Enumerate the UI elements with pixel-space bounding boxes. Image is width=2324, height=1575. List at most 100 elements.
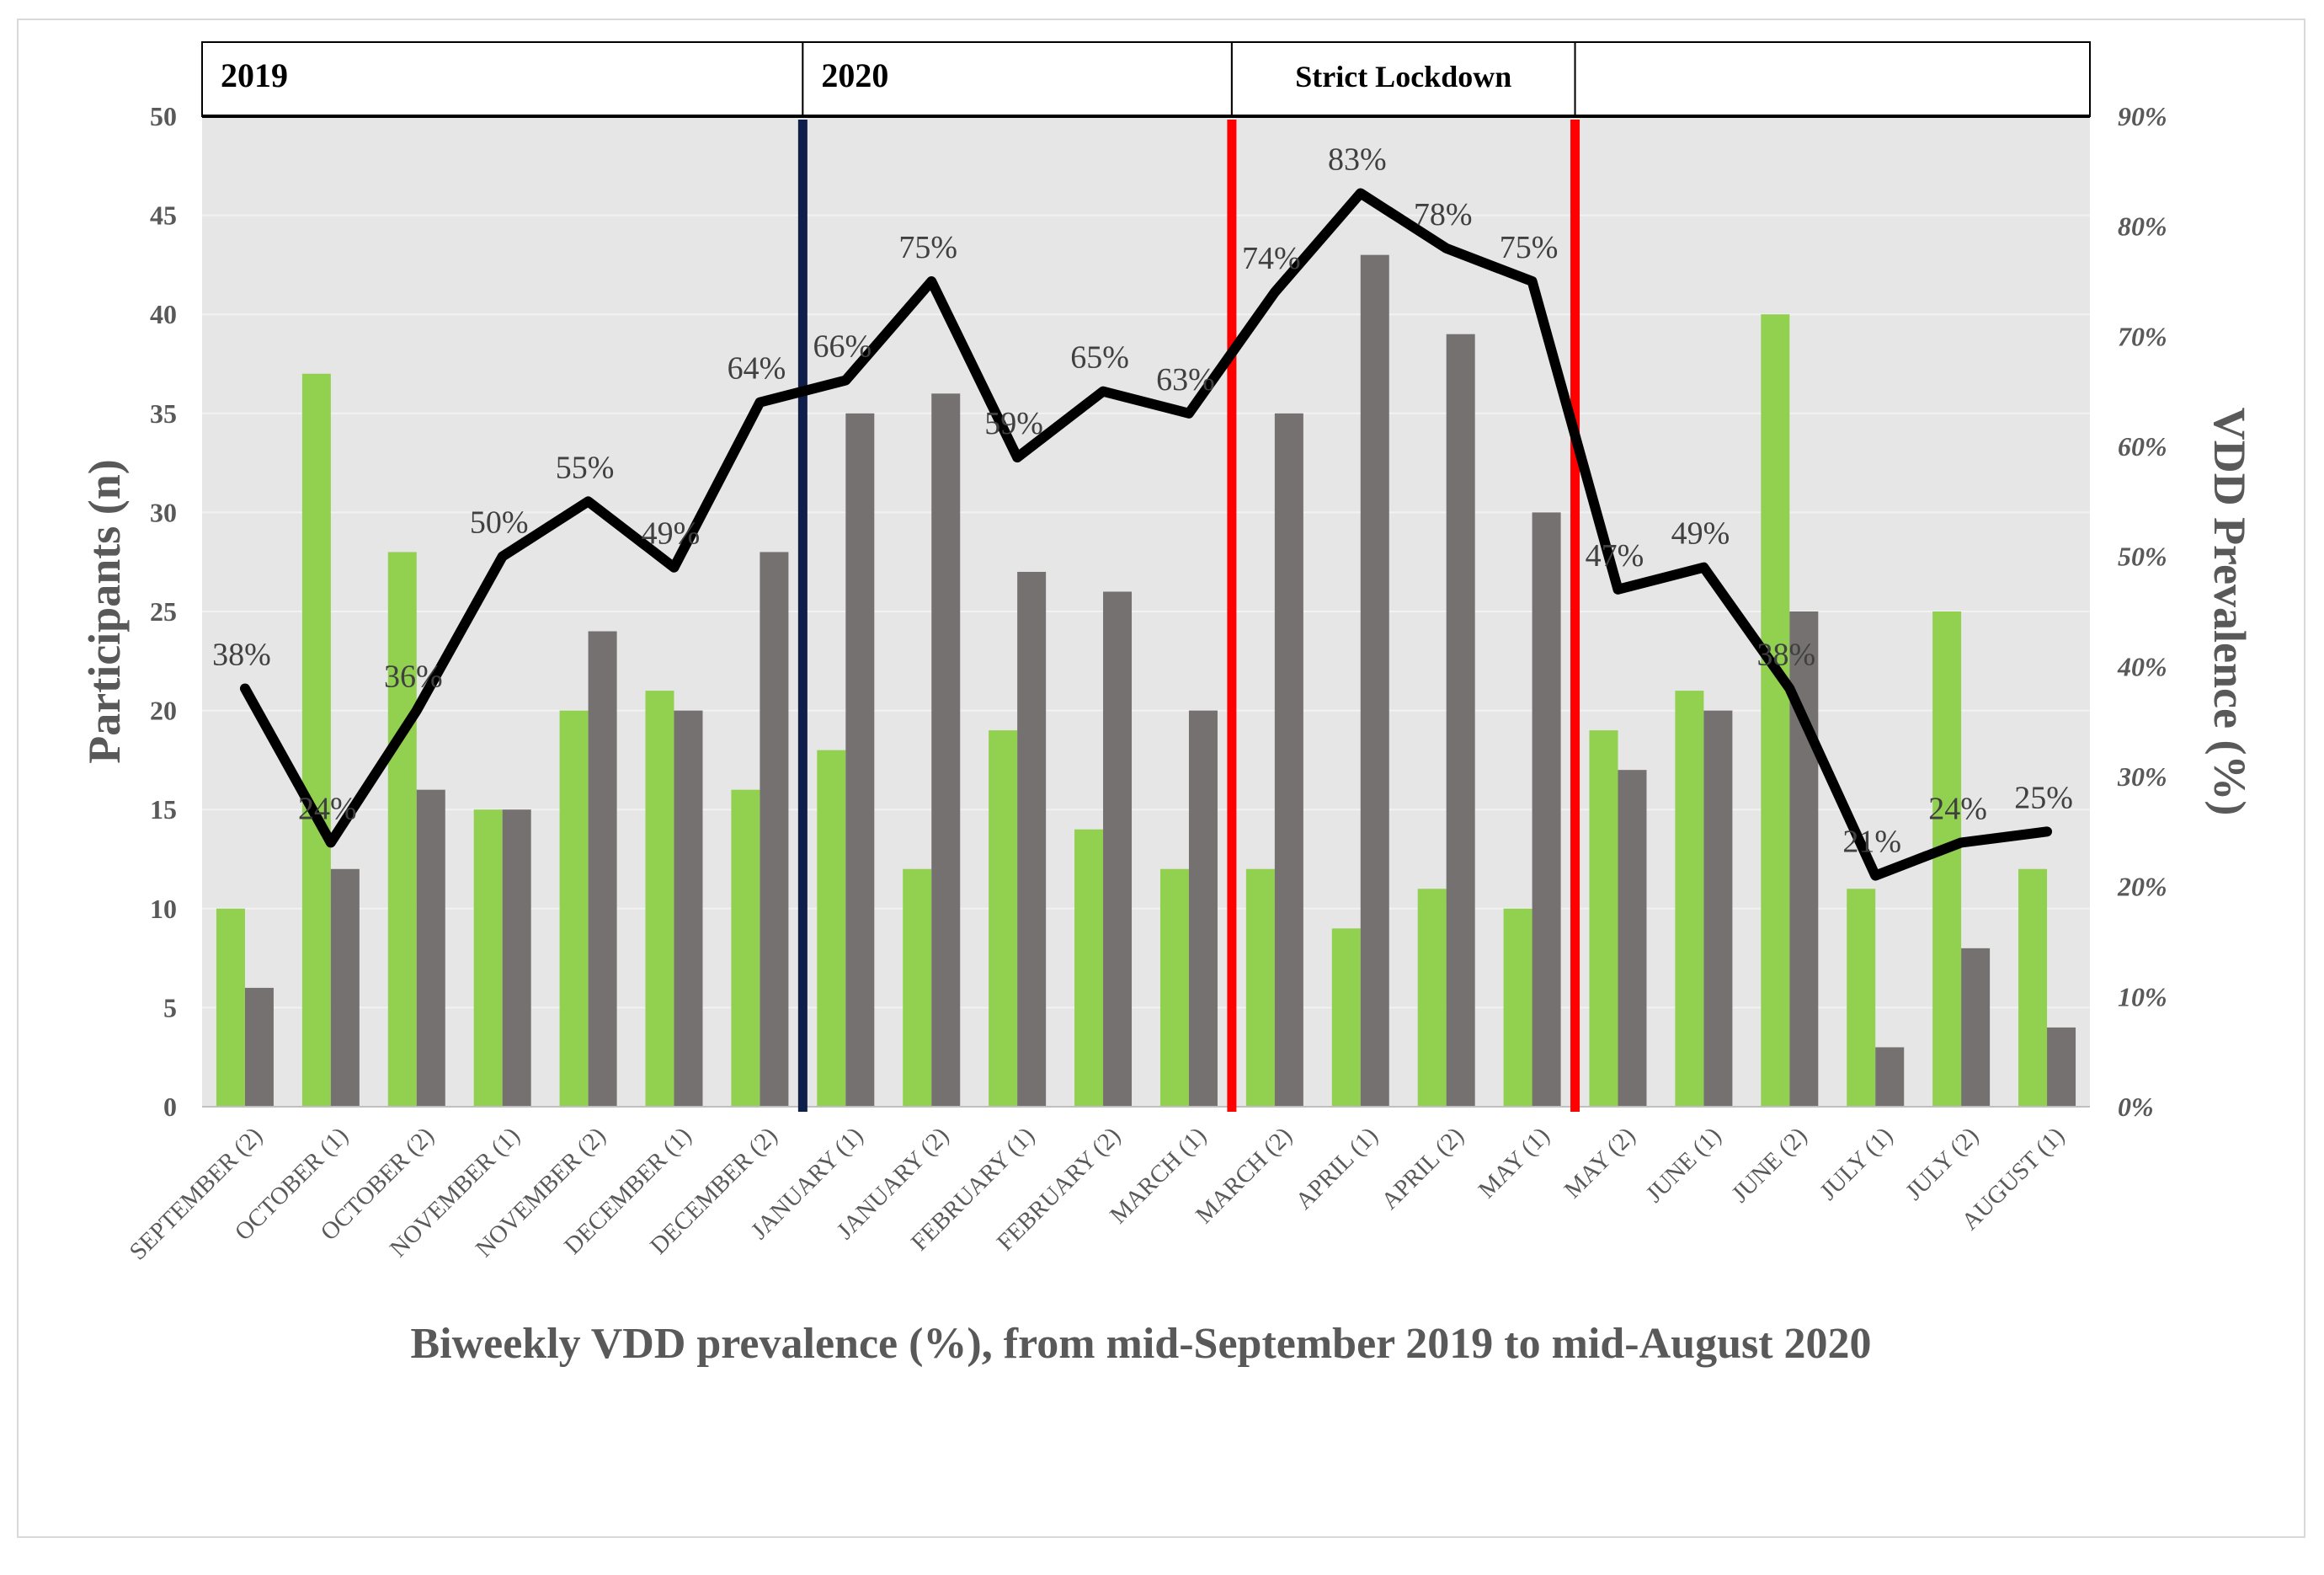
y-tick-label: 40 [150,299,177,329]
bar-gray [1875,1047,1905,1107]
prevalence-data-label: 21% [1842,825,1901,860]
y2-tick-label: 40% [2117,651,2167,681]
y-tick-label: 15 [150,794,177,825]
bar-gray [674,710,703,1107]
x-tick-label: JUNE (2) [1726,1122,1812,1208]
figure-frame [17,19,2305,1538]
prevalence-data-label: 59% [984,406,1043,441]
bar-green [387,552,417,1107]
prevalence-data-label: 64% [728,351,786,387]
bar-gray [1017,571,1047,1107]
period-header-label: Strict Lockdown [1295,60,1511,93]
prevalence-data-label: 49% [642,516,701,552]
prevalence-data-label: 24% [298,791,357,826]
bar-green [473,809,503,1107]
bar-green [301,373,331,1107]
bar-green [1675,691,1704,1107]
y-tick-label: 50 [150,101,177,131]
y-tick-label: 20 [150,696,177,726]
y2-tick-label: 60% [2118,431,2167,462]
prevalence-data-label: 63% [1156,362,1215,398]
bar-green [903,868,932,1107]
prevalence-data-label: 65% [1070,340,1129,376]
bar-green [1245,868,1275,1107]
prevalence-data-label: 75% [1500,230,1559,265]
prevalence-data-label: 74% [1242,241,1301,276]
bar-gray [1532,512,1561,1107]
y-tick-label: 5 [163,992,177,1022]
y-tick-label: 25 [150,596,177,627]
y2-tick-label: 70% [2118,321,2167,351]
y2-tick-label: 10% [2118,981,2167,1012]
bar-green [645,691,674,1107]
bar-green [817,750,846,1107]
bar-green [1761,314,1790,1107]
bar-gray [244,987,274,1107]
bar-green [1503,908,1532,1107]
bar-green [1932,611,1962,1107]
y-tick-label: 45 [150,200,177,231]
prevalence-data-label: 50% [470,505,529,541]
bar-gray [845,413,875,1107]
bar-green [559,710,589,1107]
y2-tick-label: 20% [2117,872,2167,902]
y-tick-label: 10 [150,894,177,924]
x-tick-label: APRIL (1) [1291,1122,1383,1215]
y2-axis-title: VDD Prevalence (%) [2204,408,2255,816]
bar-gray [2047,1027,2076,1107]
y-tick-label: 0 [163,1092,177,1122]
bar-gray [1103,591,1133,1107]
bar-green [1847,889,1876,1107]
bar-green [989,730,1018,1107]
bar-gray [931,393,961,1107]
bar-gray [1274,413,1303,1107]
prevalence-data-label: 24% [1928,791,1987,826]
y-axis-title: Participants (n) [79,459,130,763]
period-header-label: 2020 [821,56,888,94]
bar-gray [1961,948,1991,1107]
prevalence-data-label: 55% [556,450,615,485]
bar-gray [416,789,445,1107]
period-header-box [802,41,1233,117]
y2-tick-label: 30% [2117,761,2167,792]
bar-gray [1188,710,1218,1107]
bar-gray [1360,254,1389,1107]
y2-tick-label: 90% [2118,101,2167,131]
prevalence-line [239,188,2053,881]
y-tick-label: 35 [150,398,177,429]
y2-tick-label: 0% [2118,1092,2154,1122]
x-tick-label: JUNE (1) [1641,1122,1727,1208]
prevalence-data-label: 66% [813,329,872,365]
y2-tick-label: 50% [2118,542,2167,572]
prevalence-data-label: 47% [1586,538,1644,574]
prevalence-data-label: 75% [898,230,957,265]
y2-tick-label: 80% [2118,211,2167,242]
period-header-label: 2019 [221,56,288,94]
prevalence-data-label: 78% [1414,197,1473,232]
bar-gray [588,631,617,1107]
bar-gray [760,552,789,1107]
prevalence-data-label: 25% [2014,780,2073,815]
prevalence-data-label: 38% [212,637,271,672]
bar-green [1417,889,1447,1107]
bar-gray [330,868,360,1107]
bar-green [1159,868,1189,1107]
y-tick-label: 30 [150,497,177,527]
x-tick-label: MAY (2) [1559,1122,1641,1204]
bar-gray [1789,611,1819,1107]
prevalence-data-label: 38% [1756,637,1815,672]
x-tick-label: JULY (2) [1900,1122,1984,1205]
x-axis-title: Biweekly VDD prevalence (%), from mid-Se… [410,1320,1871,1368]
bar-green [1331,928,1361,1107]
bar-gray [1618,770,1647,1107]
x-tick-label: APRIL (2) [1376,1122,1468,1215]
bar-green [1589,730,1618,1107]
bar-gray [1703,710,1733,1107]
bar-gray [502,809,531,1107]
bar-green [216,908,245,1107]
x-tick-label: JULY (1) [1815,1122,1898,1205]
period-header-box [1574,41,2091,117]
prevalence-data-label: 83% [1328,141,1387,177]
bar-gray [1446,334,1475,1108]
